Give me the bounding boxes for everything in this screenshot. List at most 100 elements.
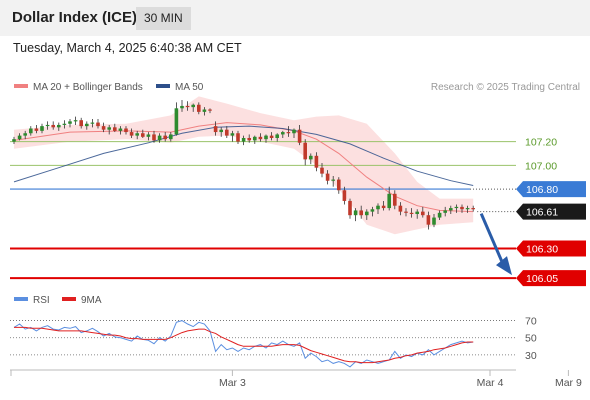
support-2-tag (516, 270, 586, 287)
candle (393, 190, 397, 210)
candle-body (269, 135, 274, 138)
candle (275, 133, 279, 142)
candle-body (432, 217, 436, 225)
candle-body (12, 139, 16, 142)
candle-body (353, 210, 358, 216)
copyright-label: Research © 2025 Trading Central (431, 82, 580, 93)
candle-body (197, 104, 201, 112)
candle (247, 134, 251, 143)
candle-body (275, 134, 279, 138)
candle (107, 124, 111, 135)
candle-body (146, 134, 151, 137)
candle-body (426, 215, 431, 225)
candle (443, 206, 447, 217)
candle (191, 103, 195, 112)
candle (29, 126, 33, 136)
candle (101, 122, 106, 133)
candle (185, 101, 190, 111)
candle (79, 117, 83, 129)
candle-body (348, 200, 352, 216)
rsi-legend-swatch (14, 297, 28, 301)
rsi-panel: 70 50 30 (10, 316, 537, 368)
candle (342, 186, 347, 205)
candle-body (443, 210, 447, 213)
candle (437, 210, 442, 220)
ma20-legend-swatch (14, 84, 28, 88)
rsi-ma-legend-swatch (62, 297, 76, 301)
forecast-arrow (479, 213, 512, 276)
candle-body (376, 205, 380, 210)
x-tick-label: Mar 3 (219, 377, 246, 389)
timeframe-badge[interactable]: 30 MIN (136, 7, 191, 30)
x-tick-label: Mar 9 (555, 377, 582, 389)
candle (348, 198, 352, 219)
candle (415, 209, 419, 219)
candle (51, 121, 55, 130)
candle (23, 130, 27, 140)
candle-body (409, 212, 414, 214)
candle-body (342, 190, 347, 201)
candle (297, 124, 302, 146)
support-2-label: 106.05 (526, 273, 558, 285)
candle-body (191, 104, 195, 108)
rsi-tick-50: 50 (525, 333, 537, 345)
candle (197, 102, 201, 115)
candle-body (297, 129, 302, 143)
candles (12, 100, 475, 230)
candle-body (23, 133, 27, 136)
last-price-label: 106.61 (526, 207, 558, 219)
candle-body (393, 193, 397, 206)
candle-body (213, 126, 218, 133)
candle (353, 208, 358, 222)
rsi-ma-legend-label: 9MA (81, 295, 102, 306)
candle (163, 132, 167, 142)
candle-body (337, 179, 341, 191)
candle (471, 205, 475, 212)
candle-body (57, 124, 61, 128)
x-axis: Mar 3 Mar 4 Mar 9 (10, 370, 582, 389)
candle-body (286, 132, 291, 134)
rsi-tick-30: 30 (525, 350, 537, 362)
candle (202, 107, 207, 116)
candle (57, 122, 61, 131)
candle (152, 130, 156, 143)
rsi-line (13, 320, 474, 368)
candle (281, 130, 285, 138)
candle (90, 119, 95, 128)
candle (225, 126, 229, 138)
candle-body (387, 193, 391, 209)
candle-body (471, 208, 475, 210)
candle-body (113, 127, 117, 131)
candle (465, 205, 470, 213)
candle-body (370, 209, 375, 212)
candle-body (85, 123, 89, 127)
candle (180, 100, 184, 112)
candle-body (174, 108, 179, 135)
candle (157, 133, 162, 143)
candle (141, 129, 145, 138)
candle-body (101, 126, 106, 130)
candle (118, 126, 123, 135)
candle-body (185, 105, 190, 108)
candle (85, 121, 89, 130)
candle-body (68, 121, 72, 124)
forecast-arrow-head (496, 256, 512, 276)
candle-body (325, 173, 330, 181)
candle-body (241, 138, 246, 142)
candle (449, 205, 453, 214)
ma20-legend-label: MA 20 + Bollinger Bands (33, 82, 143, 93)
candle-body (281, 132, 285, 135)
candle (286, 126, 291, 137)
candle (398, 202, 403, 216)
candle (40, 123, 44, 134)
candle (264, 134, 268, 143)
candle-body (40, 126, 44, 131)
candle-body (381, 205, 386, 209)
forecast-arrow-shaft (479, 213, 505, 265)
candle (129, 128, 134, 138)
candle (45, 121, 50, 130)
candle-body (79, 120, 83, 127)
candle (62, 120, 67, 129)
